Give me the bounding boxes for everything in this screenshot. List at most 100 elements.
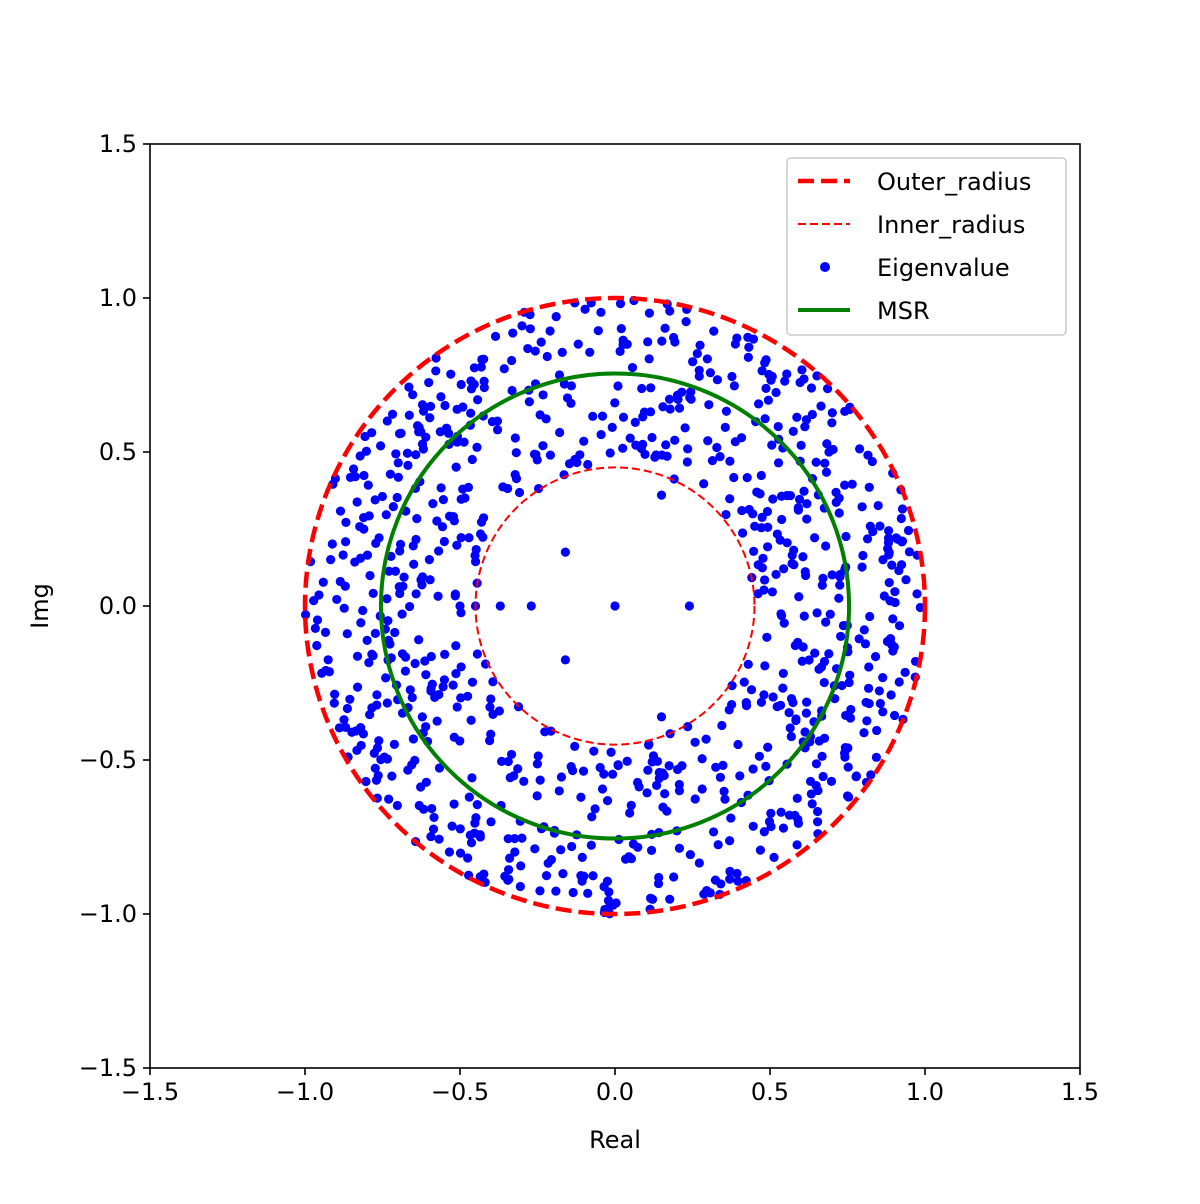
eigenvalue-point xyxy=(782,369,792,379)
eigenvalue-point xyxy=(762,506,773,517)
eigenvalue-point xyxy=(868,526,878,537)
eigenvalue-point xyxy=(779,618,789,628)
eigenvalue-point xyxy=(903,525,914,536)
eigenvalue-point xyxy=(743,659,753,669)
eigenvalue-point xyxy=(749,546,759,556)
eigenvalue-point xyxy=(509,771,519,781)
eigenvalue-point xyxy=(503,834,513,844)
eigenvalue-point xyxy=(417,712,427,722)
eigenvalue-point xyxy=(845,713,856,723)
eigenvalue-point xyxy=(605,448,615,458)
eigenvalue-point xyxy=(440,649,450,659)
eigenvalue-point xyxy=(545,326,555,336)
eigenvalue-point xyxy=(727,371,737,382)
y-tick-label: −0.5 xyxy=(79,746,137,774)
eigenvalue-point xyxy=(372,690,382,700)
eigenvalue-point xyxy=(339,603,349,613)
eigenvalue-point xyxy=(778,823,789,833)
eigenvalue-point xyxy=(469,828,480,838)
reference-circles xyxy=(302,295,928,917)
eigenvalue-point xyxy=(469,363,479,373)
eigenvalue-point xyxy=(702,354,712,364)
eigenvalue-point xyxy=(776,609,786,619)
y-tick-label: 0.0 xyxy=(99,592,137,620)
eigenvalue-point xyxy=(810,648,820,658)
eigenvalue-point xyxy=(738,528,748,538)
eigenvalue-point xyxy=(827,408,837,418)
eigenvalue-point xyxy=(464,792,474,802)
eigenvalue-point xyxy=(392,800,402,811)
eigenvalue-point xyxy=(412,421,423,431)
eigenvalue-point xyxy=(385,469,395,479)
eigenvalue-point xyxy=(417,439,428,449)
eigenvalue-point xyxy=(597,784,608,794)
eigenvalue-point xyxy=(712,375,723,385)
eigenvalue-point xyxy=(507,355,517,366)
eigenvalue-point xyxy=(897,504,908,514)
eigenvalue-point xyxy=(388,502,398,512)
eigenvalue-point xyxy=(382,594,392,604)
eigenvalue-point xyxy=(387,771,397,781)
eigenvalue-point xyxy=(870,651,881,662)
eigenvalue-point xyxy=(705,368,715,378)
eigenvalue-point xyxy=(718,760,728,770)
eigenvalue-point xyxy=(810,533,820,543)
eigenvalue-point xyxy=(490,331,501,341)
eigenvalue-point xyxy=(510,833,520,844)
eigenvalue-point xyxy=(866,770,876,780)
eigenvalue-point xyxy=(819,656,830,667)
eigenvalue-point xyxy=(577,852,587,862)
eigenvalue-point xyxy=(523,343,533,354)
eigenvalue-point xyxy=(412,514,422,524)
eigenvalue-point xyxy=(389,739,399,749)
eigenvalue-point xyxy=(456,662,466,672)
legend-outer-radius-label: Outer_radius xyxy=(877,168,1031,196)
eigenvalue-point xyxy=(656,712,667,722)
legend-eigenvalue-swatch xyxy=(820,262,830,272)
eigenvalue-point xyxy=(670,435,680,445)
eigenvalue-point xyxy=(875,698,885,709)
eigenvalue-point xyxy=(724,705,734,715)
eigenvalue-point xyxy=(342,629,352,639)
eigenvalue-point xyxy=(787,550,797,560)
eigenvalue-point xyxy=(545,450,556,460)
eigenvalue-point xyxy=(350,472,360,482)
eigenvalue-point xyxy=(672,764,683,775)
eigenvalue-point xyxy=(383,616,393,626)
eigenvalue-point xyxy=(896,513,906,524)
eigenvalue-point xyxy=(542,351,552,362)
eigenvalue-point xyxy=(878,555,888,565)
eigenvalue-point xyxy=(456,533,466,543)
eigenvalue-point xyxy=(827,418,837,428)
eigenvalue-point xyxy=(900,667,910,678)
eigenvalue-point xyxy=(556,772,567,782)
eigenvalue-point xyxy=(771,387,781,398)
y-tick-label: 0.5 xyxy=(99,438,137,466)
eigenvalue-point xyxy=(660,789,670,799)
eigenvalue-point xyxy=(720,794,730,804)
eigenvalue-point xyxy=(894,677,904,687)
eigenvalue-point xyxy=(756,697,767,707)
eigenvalue-point xyxy=(410,658,420,669)
eigenvalue-point xyxy=(352,682,363,692)
eigenvalue-point xyxy=(546,726,556,736)
eigenvalue-point xyxy=(729,381,739,391)
eigenvalue-point xyxy=(356,618,366,628)
eigenvalue-point xyxy=(651,780,662,790)
eigenvalue-point xyxy=(858,550,868,561)
eigenvalue-point xyxy=(408,734,418,744)
eigenvalue-point xyxy=(404,601,415,612)
eigenvalue-point xyxy=(403,460,413,470)
eigenvalue-point xyxy=(426,651,436,662)
eigenvalue-point xyxy=(840,752,850,762)
eigenvalue-point xyxy=(622,756,632,766)
y-tick-label: −1.0 xyxy=(79,900,137,928)
eigenvalue-point xyxy=(763,395,774,405)
eigenvalue-point xyxy=(837,680,847,691)
eigenvalue-point xyxy=(882,636,893,647)
eigenvalue-point xyxy=(822,439,832,449)
eigenvalue-point xyxy=(894,621,905,631)
eigenvalue-point xyxy=(762,632,772,642)
eigenvalue-point xyxy=(446,369,456,379)
eigenvalue-point xyxy=(854,634,864,644)
